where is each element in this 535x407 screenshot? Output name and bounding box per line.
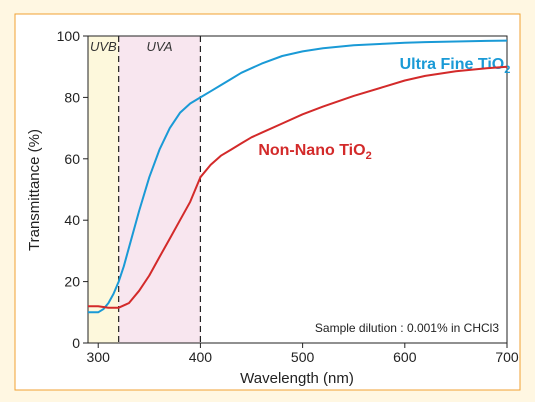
x-tick-label-500: 500 (291, 349, 315, 365)
series-label-text: Ultra Fine TiO (400, 56, 505, 73)
x-tick-label-600: 600 (393, 349, 417, 365)
uva-band-label: UVA (147, 39, 173, 54)
y-tick-label-20: 20 (64, 274, 80, 290)
series-label-subscript: 2 (504, 64, 510, 76)
y-tick-label-80: 80 (64, 89, 80, 105)
x-tick-label-300: 300 (87, 349, 111, 365)
series-label-non-nano-tio2: Non-Nano TiO2 (258, 142, 371, 162)
y-axis-title: Transmittance (%) (26, 129, 43, 251)
y-tick-label-40: 40 (64, 212, 80, 228)
plot-frame (87, 35, 508, 344)
x-tick-label-700: 700 (495, 349, 519, 365)
series-line-non-nano-tio2 (88, 65, 508, 309)
uvb-band (88, 36, 119, 343)
series-line-ultra-fine-tio2 (88, 39, 508, 314)
y-tick-label-100: 100 (57, 28, 81, 44)
uva-band (118, 36, 201, 343)
series-label-text: Non-Nano TiO (258, 142, 365, 159)
x-axis-title: Wavelength (nm) (240, 370, 354, 387)
uvb-band-label: UVB (90, 39, 117, 54)
plot-layer: UVB UVA 300 400 500 600 700 0 20 40 60 80 100 Ultra F… (57, 28, 519, 365)
y-tick-label-60: 60 (64, 151, 80, 167)
sample-dilution-note: Sample dilution : 0.001% in CHCl3 (315, 321, 499, 335)
x-tick-label-400: 400 (189, 349, 213, 365)
y-tick-label-0: 0 (72, 335, 80, 351)
series-label-subscript: 2 (366, 150, 372, 162)
